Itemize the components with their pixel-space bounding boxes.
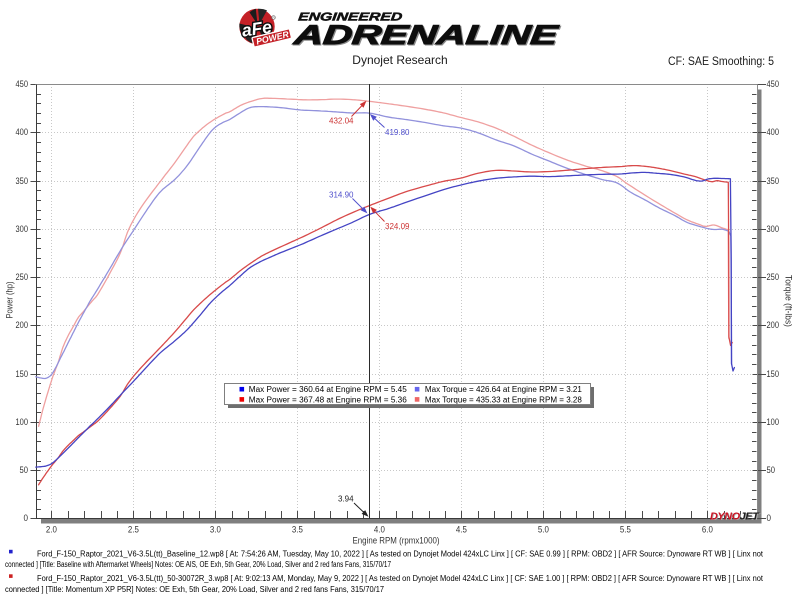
svg-text:Max Torque = 426.64 at Engine: Max Torque = 426.64 at Engine RPM = 3.21 [425, 385, 583, 394]
svg-text:50: 50 [767, 465, 776, 476]
svg-text:3.0: 3.0 [210, 525, 221, 536]
svg-text:2.5: 2.5 [128, 525, 139, 536]
svg-text:ADRENALINE: ADRENALINE [291, 19, 560, 50]
svg-text:150: 150 [767, 369, 780, 380]
svg-text:200: 200 [767, 320, 780, 331]
svg-text:5.0: 5.0 [538, 525, 549, 536]
svg-text:350: 350 [16, 176, 29, 187]
svg-text:Max Power = 360.64 at Engine R: Max Power = 360.64 at Engine RPM = 5.45 [249, 385, 408, 394]
svg-text:314.90: 314.90 [329, 191, 354, 200]
svg-text:250: 250 [16, 272, 29, 283]
svg-text:50: 50 [20, 465, 29, 476]
svg-text:Power (hp): Power (hp) [5, 282, 16, 319]
svg-text:Torque (ft-lbs): Torque (ft-lbs) [783, 275, 794, 327]
svg-text:0: 0 [767, 513, 772, 524]
svg-text:Dynojet Research: Dynojet Research [352, 53, 447, 67]
svg-text:Ford_F-150_Raptor_2021_V6-3.5L: Ford_F-150_Raptor_2021_V6-3.5L(tt)_50-30… [37, 574, 764, 583]
svg-text:ENGINEERED: ENGINEERED [298, 12, 403, 24]
svg-text:150: 150 [16, 369, 29, 380]
svg-text:300: 300 [16, 224, 29, 235]
svg-text:DYNOJET: DYNOJET [710, 510, 760, 522]
svg-text:CF: SAE Smoothing: 5: CF: SAE Smoothing: 5 [668, 56, 774, 68]
svg-text:4.0: 4.0 [374, 525, 385, 536]
svg-text:3.94: 3.94 [338, 495, 354, 504]
svg-text:5.5: 5.5 [620, 525, 631, 536]
svg-text:4.5: 4.5 [456, 525, 467, 536]
svg-text:Ford_F-150_Raptor_2021_V6-3.5L: Ford_F-150_Raptor_2021_V6-3.5L(tt)_Basel… [37, 550, 764, 559]
svg-text:connected ] [Title: Momentum X: connected ] [Title: Momentum XP P5R] Not… [5, 585, 385, 594]
svg-text:ADRENALINE: ADRENALINE [292, 20, 561, 51]
svg-text:connected ] [Title: Baseline w: connected ] [Title: Baseline with Afterm… [5, 560, 391, 569]
svg-text:3.5: 3.5 [292, 525, 303, 536]
svg-text:0: 0 [24, 513, 29, 524]
svg-text:200: 200 [16, 320, 29, 331]
svg-text:350: 350 [767, 176, 780, 187]
svg-text:419.80: 419.80 [385, 128, 410, 137]
svg-text:Max Torque = 435.33 at Engine: Max Torque = 435.33 at Engine RPM = 3.28 [425, 395, 583, 404]
svg-text:450: 450 [767, 79, 780, 90]
svg-text:400: 400 [16, 127, 29, 138]
svg-text:300: 300 [767, 224, 780, 235]
svg-text:6.0: 6.0 [702, 525, 713, 536]
svg-text:100: 100 [16, 417, 29, 428]
svg-text:324.09: 324.09 [385, 222, 410, 231]
svg-text:R: R [272, 16, 275, 20]
svg-text:250: 250 [767, 272, 780, 283]
svg-text:Max Power = 367.48 at Engine R: Max Power = 367.48 at Engine RPM = 5.36 [249, 395, 408, 404]
svg-text:450: 450 [16, 79, 29, 90]
svg-text:432.04: 432.04 [329, 117, 354, 126]
svg-text:Engine RPM (rpmx1000): Engine RPM (rpmx1000) [353, 536, 440, 547]
svg-text:2.0: 2.0 [46, 525, 57, 536]
svg-text:100: 100 [767, 417, 780, 428]
svg-text:DYNOJET: DYNOJET [711, 511, 761, 523]
svg-text:400: 400 [767, 127, 780, 138]
